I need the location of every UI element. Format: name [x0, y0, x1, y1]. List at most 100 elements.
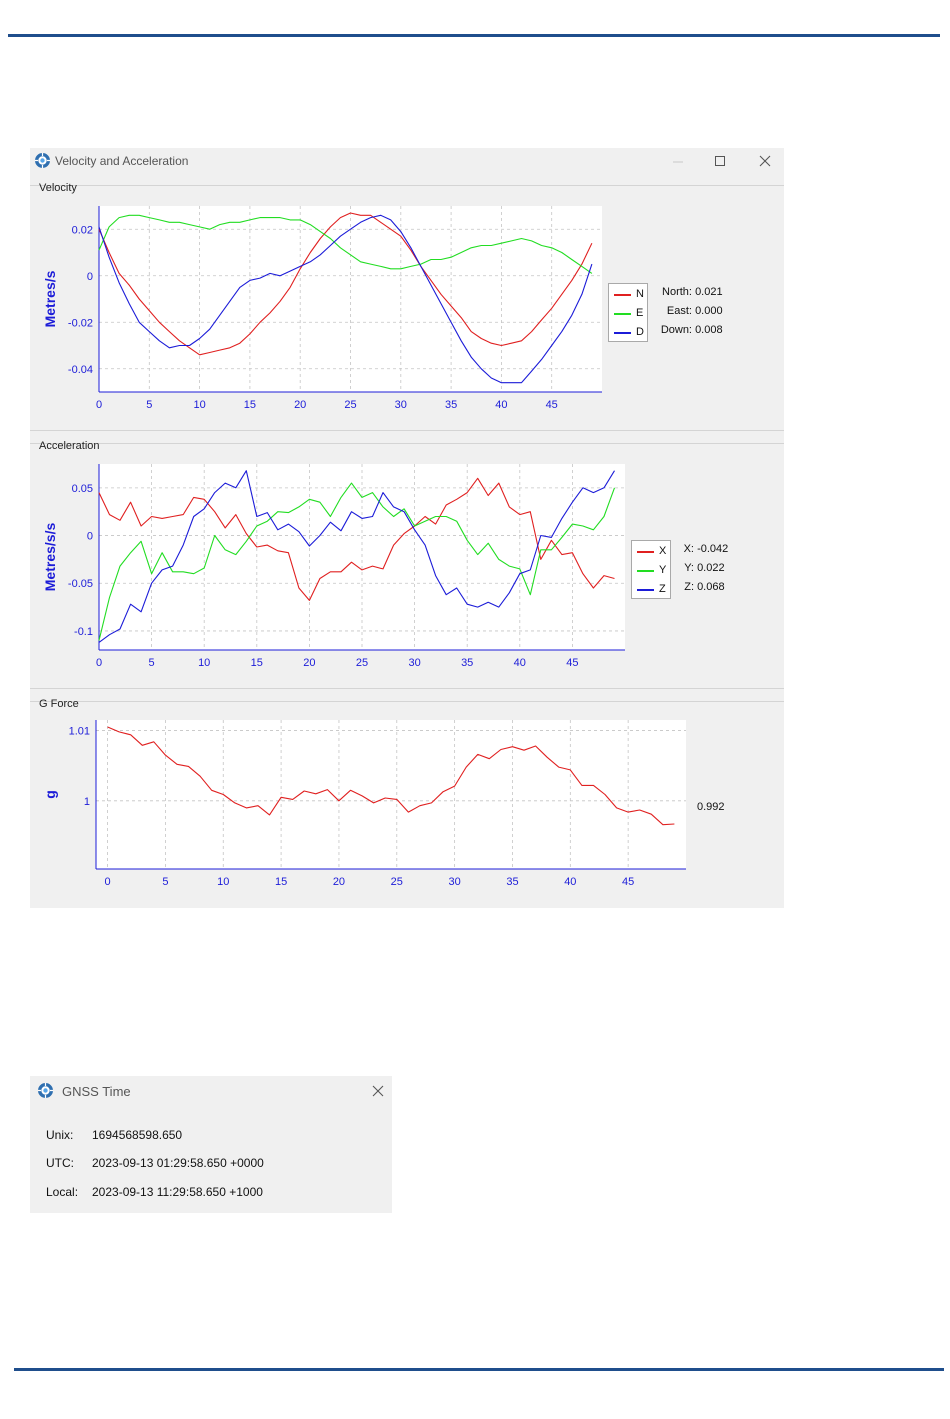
legend-label-d: D	[636, 326, 644, 338]
acceleration-readout-y: Y: 0.022	[684, 562, 725, 574]
legend-label-e: E	[636, 307, 644, 319]
unix-label: Unix:	[46, 1128, 74, 1142]
x-tick-label: 40	[514, 657, 526, 669]
x-tick-label: 10	[217, 876, 229, 888]
y-tick-label: 1	[84, 796, 90, 808]
header-rule	[8, 34, 940, 37]
gnss-time-window: GNSS Time Unix: 1694568598.650 UTC: 2023…	[30, 1076, 392, 1213]
titlebar[interactable]: GNSS Time	[30, 1076, 392, 1106]
x-tick-label: 45	[566, 657, 578, 669]
legend-item-z: Z	[632, 581, 670, 599]
gforce-chart: 0 5 10 15 20 25 30 35 40 45 1.01 1 g	[42, 720, 686, 888]
legend-item-d: D	[609, 324, 647, 342]
x-tick-label: 0	[105, 876, 111, 888]
x-tick-label: 40	[495, 399, 507, 411]
x-tick-label: 15	[244, 399, 256, 411]
window-title: Velocity and Acceleration	[55, 154, 189, 168]
x-tick-label: 15	[275, 876, 287, 888]
series-line-d	[98, 214, 593, 384]
acceleration-readout-z: Z: 0.068	[684, 581, 725, 593]
x-tick-label: 30	[449, 876, 461, 888]
maximize-icon[interactable]	[710, 151, 730, 171]
gforce-section-label: G Force	[39, 698, 79, 710]
x-tick-label: 15	[251, 657, 263, 669]
x-tick-label: 35	[506, 876, 518, 888]
velocity-legend: N E D	[608, 283, 648, 342]
velocity-acceleration-window: Velocity and Acceleration Velocity 0 5 10 1…	[30, 148, 784, 908]
x-tick-label: 0	[96, 399, 102, 411]
legend-swatch-d	[614, 332, 631, 334]
y-tick-label: -0.1	[74, 626, 93, 638]
acceleration-chart: 0 5 10 15 20 25 30 35 40 45 0.05 0 -0.05 -0.1 Metres/s…	[42, 464, 625, 669]
legend-label-x: X	[659, 545, 667, 557]
legend-label-n: N	[636, 288, 644, 300]
gforce-readout: 0.992	[697, 801, 725, 813]
series-line-x	[98, 477, 615, 601]
legend-swatch-x	[637, 551, 654, 553]
legend-label-z: Z	[659, 583, 666, 595]
x-tick-label: 40	[564, 876, 576, 888]
velocity-readout-north: North: 0.021	[662, 286, 723, 298]
x-tick-label: 20	[303, 657, 315, 669]
y-tick-label: -0.02	[68, 317, 93, 329]
velocity-readout-down: Down: 0.008	[660, 324, 723, 336]
x-tick-label: 0	[96, 657, 102, 669]
x-tick-label: 30	[408, 657, 420, 669]
legend-label-y: Y	[659, 564, 667, 576]
x-tick-label: 10	[198, 657, 210, 669]
acceleration-legend: X Y Z	[631, 540, 671, 599]
y-tick-label: 0.05	[72, 483, 93, 495]
x-tick-label: 45	[546, 399, 558, 411]
x-tick-label: 25	[391, 876, 403, 888]
y-axis-label: Metres/s	[42, 270, 58, 327]
y-tick-label: 0.02	[72, 224, 93, 236]
utc-value: 2023-09-13 01:29:58.650 +0000	[92, 1156, 264, 1170]
legend-swatch-y	[637, 570, 654, 572]
local-value: 2023-09-13 11:29:58.650 +1000	[92, 1185, 263, 1199]
plot-area	[96, 720, 686, 869]
y-axis-label: Metres/s/s	[42, 523, 58, 592]
local-label: Local:	[46, 1185, 79, 1199]
x-tick-label: 25	[344, 399, 356, 411]
legend-swatch-z	[637, 589, 654, 591]
legend-item-e: E	[609, 305, 647, 323]
window-title: GNSS Time	[62, 1084, 131, 1099]
y-tick-label: 1.01	[69, 726, 90, 738]
x-tick-label: 30	[395, 399, 407, 411]
titlebar[interactable]: Velocity and Acceleration	[30, 148, 784, 174]
gforce-panel: G Force 0 5 10 15 20 25 30 35 40 45 1.01 1 g 0.992	[30, 698, 784, 908]
app-logo-icon	[35, 153, 50, 168]
x-tick-label: 45	[622, 876, 634, 888]
acceleration-section-label: Acceleration	[39, 440, 100, 452]
legend-item-x: X	[632, 543, 670, 561]
velocity-chart: 0 5 10 15 20 25 30 35 40 45 0.02 0 -0.02 -0.04 Metres/…	[42, 206, 602, 411]
utc-label: UTC:	[46, 1156, 74, 1170]
velocity-panel: Velocity 0 5 10 15 20 25 30 35 40 45 0.02 0 -0.02 -0.…	[30, 182, 784, 431]
x-tick-label: 35	[461, 657, 473, 669]
close-icon[interactable]	[755, 151, 775, 171]
series-line-z	[98, 470, 615, 643]
legend-item-y: Y	[632, 562, 670, 580]
footer-rule	[14, 1368, 944, 1371]
y-axis-label: g	[42, 790, 58, 799]
minimize-icon[interactable]	[668, 151, 688, 171]
series-line-e	[98, 214, 593, 274]
x-tick-label: 25	[356, 657, 368, 669]
acceleration-panel: Acceleration 0 5 10 15 20 25 30 35 40 45 0.05 0 -0.0…	[30, 440, 784, 689]
acceleration-readout-x: X: -0.042	[683, 543, 729, 555]
y-tick-label: -0.05	[68, 578, 93, 590]
series-line-y	[98, 482, 616, 641]
series-line-n	[98, 212, 593, 356]
y-tick-label: -0.04	[68, 364, 93, 376]
close-icon[interactable]	[368, 1081, 388, 1101]
x-tick-label: 20	[294, 399, 306, 411]
legend-swatch-n	[614, 294, 631, 296]
x-tick-label: 5	[146, 399, 152, 411]
y-tick-label: 0	[87, 531, 93, 543]
velocity-section-label: Velocity	[39, 182, 77, 194]
x-tick-label: 5	[162, 876, 168, 888]
x-tick-label: 5	[149, 657, 155, 669]
x-tick-label: 10	[193, 399, 205, 411]
x-tick-label: 35	[445, 399, 457, 411]
y-tick-label: 0	[87, 271, 93, 283]
